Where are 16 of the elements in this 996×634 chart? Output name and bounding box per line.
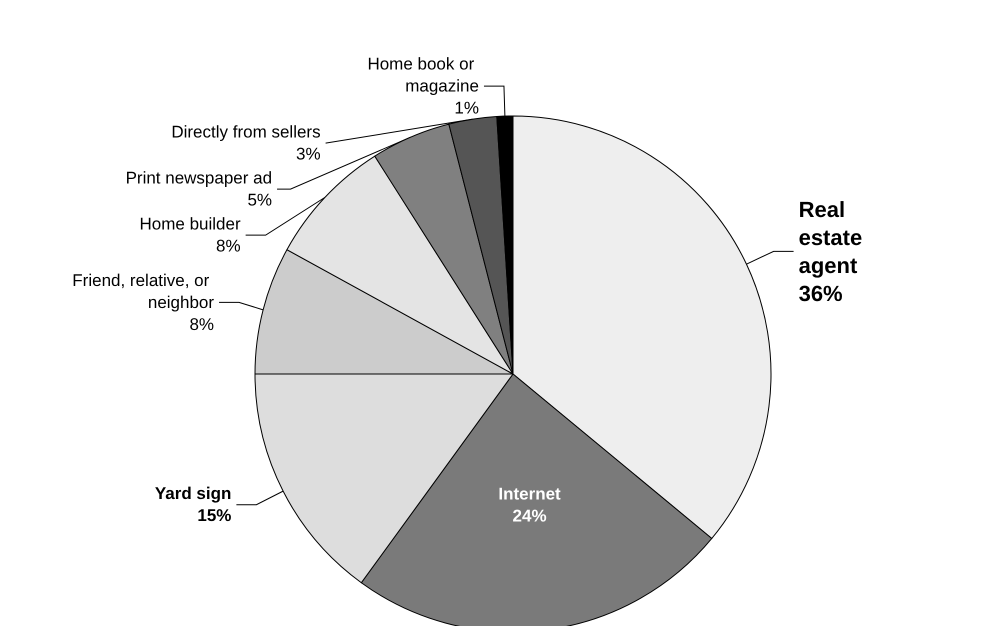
slice-label: Print newspaper ad (126, 168, 272, 188)
data-label: 5% (247, 190, 272, 210)
slice-label: Home book or magazine (367, 54, 479, 96)
data-label: 36% (798, 280, 843, 306)
data-label: 1% (454, 98, 479, 118)
slice-label: Internet (498, 484, 562, 504)
slice-label: Directly from sellers (171, 122, 321, 142)
slice-label: Real estate agent (798, 196, 868, 278)
slice-label: Friend, relative, or neighbor (72, 270, 214, 312)
data-label: 24% (512, 506, 547, 526)
slice-label: Yard sign (154, 484, 232, 504)
data-label: 3% (296, 144, 321, 164)
data-label: 8% (216, 236, 241, 256)
data-label: 15% (197, 506, 232, 526)
data-label: 8% (189, 314, 214, 334)
slice-label: Home builder (140, 214, 241, 234)
